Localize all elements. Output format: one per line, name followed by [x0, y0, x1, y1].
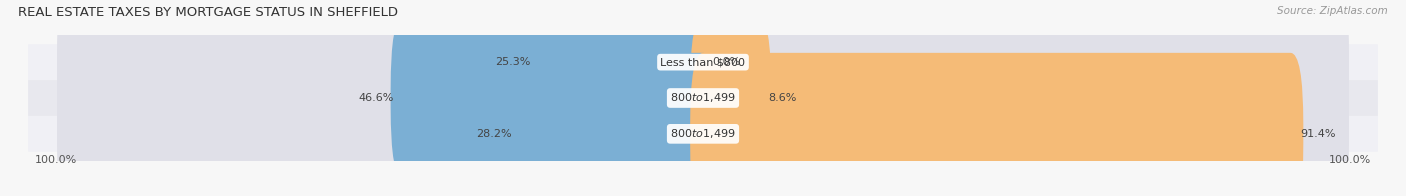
Text: 100.0%: 100.0%	[35, 155, 77, 165]
Text: 8.6%: 8.6%	[768, 93, 796, 103]
FancyBboxPatch shape	[58, 0, 1348, 161]
Text: $800 to $1,499: $800 to $1,499	[671, 92, 735, 104]
Text: 100.0%: 100.0%	[1329, 155, 1371, 165]
FancyBboxPatch shape	[509, 53, 716, 196]
FancyBboxPatch shape	[28, 116, 1378, 152]
Text: 0.0%: 0.0%	[713, 57, 741, 67]
FancyBboxPatch shape	[690, 53, 1303, 196]
Text: 46.6%: 46.6%	[359, 93, 394, 103]
FancyBboxPatch shape	[28, 80, 1378, 116]
FancyBboxPatch shape	[58, 35, 1348, 196]
FancyBboxPatch shape	[690, 17, 770, 179]
Text: 28.2%: 28.2%	[477, 129, 512, 139]
FancyBboxPatch shape	[527, 0, 716, 143]
FancyBboxPatch shape	[28, 44, 1378, 80]
Text: REAL ESTATE TAXES BY MORTGAGE STATUS IN SHEFFIELD: REAL ESTATE TAXES BY MORTGAGE STATUS IN …	[18, 6, 398, 19]
Text: Less than $800: Less than $800	[661, 57, 745, 67]
Text: 91.4%: 91.4%	[1301, 129, 1336, 139]
Text: Source: ZipAtlas.com: Source: ZipAtlas.com	[1277, 6, 1388, 16]
FancyBboxPatch shape	[58, 0, 1348, 196]
Text: 25.3%: 25.3%	[495, 57, 530, 67]
Text: $800 to $1,499: $800 to $1,499	[671, 127, 735, 140]
FancyBboxPatch shape	[391, 17, 716, 179]
